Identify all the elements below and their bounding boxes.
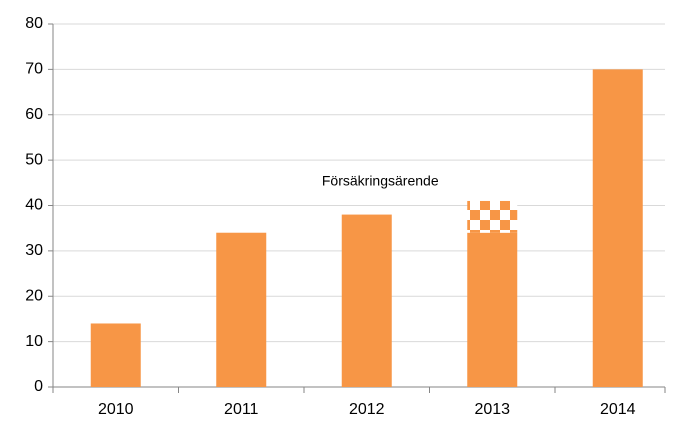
bar — [341, 214, 392, 387]
bar — [90, 323, 141, 387]
y-tick-label: 60 — [25, 106, 43, 123]
bar — [216, 232, 267, 387]
y-tick-label: 40 — [25, 197, 43, 214]
y-tick-label: 0 — [34, 378, 43, 395]
bar — [592, 69, 643, 387]
x-tick-label: 2013 — [474, 401, 510, 418]
bar — [467, 200, 518, 233]
y-tick-label: 80 — [25, 15, 43, 32]
y-tick-label: 20 — [25, 287, 43, 304]
y-tick-label: 70 — [25, 61, 43, 78]
x-tick-label: 2011 — [224, 401, 259, 418]
x-tick-label: 2012 — [349, 401, 385, 418]
y-tick-label: 30 — [25, 242, 43, 259]
x-tick-label: 2014 — [600, 401, 636, 418]
y-tick-label: 10 — [25, 333, 43, 350]
bar — [467, 232, 518, 387]
y-tick-label: 50 — [25, 151, 43, 168]
segment-label: Försäkringsärende — [322, 173, 439, 189]
x-tick-label: 2010 — [98, 401, 134, 418]
